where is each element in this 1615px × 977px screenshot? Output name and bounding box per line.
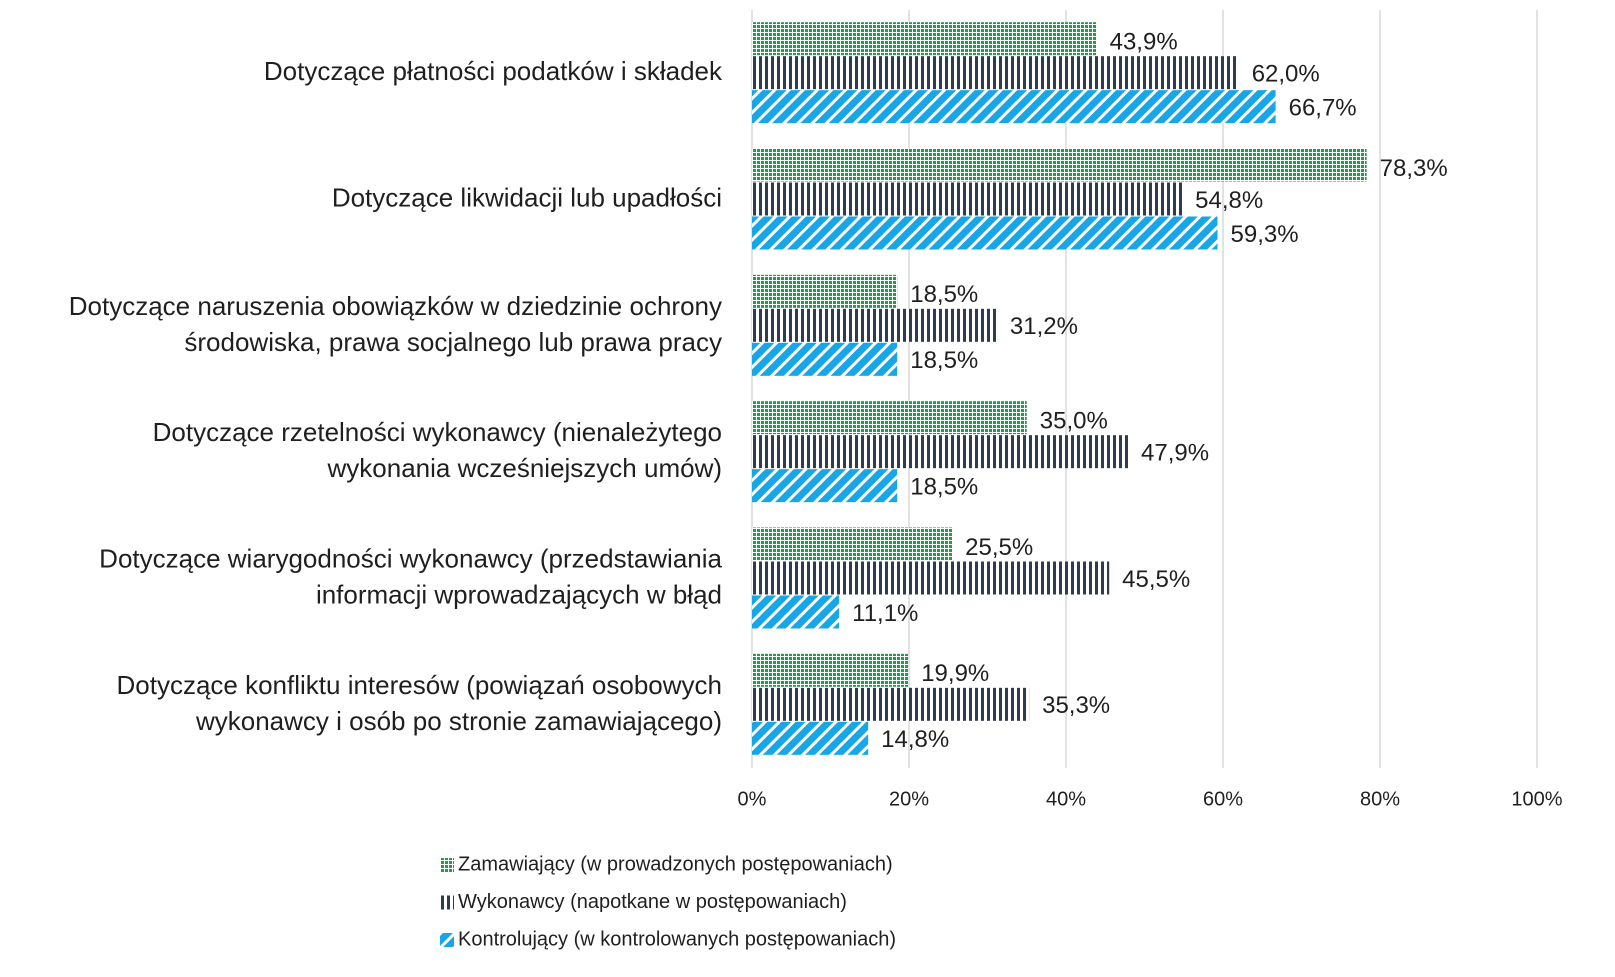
x-tick-label: 20% [889, 788, 929, 810]
bar [752, 90, 1276, 124]
bar [752, 342, 898, 376]
value-label: 78,3% [1380, 155, 1448, 182]
x-tick-label: 60% [1203, 788, 1243, 810]
bar [752, 182, 1183, 216]
value-label: 35,0% [1040, 408, 1108, 435]
category-label: Dotyczące płatności podatków i składek [264, 56, 723, 86]
legend-swatch [440, 895, 454, 910]
value-label: 62,0% [1252, 61, 1320, 88]
value-label: 66,7% [1289, 95, 1357, 122]
value-label: 18,5% [910, 474, 978, 501]
value-label: 11,1% [852, 600, 918, 627]
category-label: Dotyczące konfliktu interesów (powiązań … [116, 670, 722, 736]
category-label: Dotyczące naruszenia obowiązków w dziedz… [69, 291, 722, 357]
x-tick-label: 0% [738, 788, 767, 810]
value-label: 54,8% [1195, 187, 1263, 214]
bar [752, 274, 898, 308]
bar [752, 469, 898, 503]
legend-swatch [440, 933, 454, 947]
value-label: 18,5% [910, 347, 978, 374]
value-label: 18,5% [910, 281, 978, 308]
bar [752, 653, 909, 687]
value-label: 25,5% [965, 534, 1033, 561]
legend-label: Wykonawcy (napotkane w postępowaniach) [458, 891, 847, 913]
value-label: 43,9% [1110, 29, 1178, 56]
bar [752, 687, 1030, 721]
bar [752, 216, 1218, 250]
bar [752, 308, 997, 342]
value-label: 31,2% [1010, 313, 1078, 340]
bar [752, 401, 1027, 435]
value-label: 47,9% [1141, 440, 1209, 467]
value-label: 14,8% [881, 726, 949, 753]
bar [752, 527, 953, 561]
category-label: Dotyczące wiarygodności wykonawcy (przed… [99, 543, 722, 609]
value-label: 59,3% [1231, 221, 1299, 248]
x-tick-label: 100% [1511, 788, 1562, 810]
x-tick-label: 80% [1360, 788, 1400, 810]
category-label: Dotyczące rzetelności wykonawcy (nienale… [153, 417, 722, 483]
bar [752, 56, 1239, 90]
x-tick-label: 40% [1046, 788, 1086, 810]
bar [752, 148, 1367, 182]
bar [752, 561, 1110, 595]
value-label: 45,5% [1122, 566, 1190, 593]
category-label: Dotyczące likwidacji lub upadłości [332, 182, 722, 212]
bar [752, 595, 840, 629]
legend-label: Kontrolujący (w kontrolowanych postępowa… [458, 928, 896, 950]
legend-swatch [440, 858, 454, 872]
value-label: 35,3% [1042, 692, 1110, 719]
bar [752, 22, 1097, 56]
bar [752, 721, 869, 755]
legend-label: Zamawiający (w prowadzonych postępowania… [458, 853, 893, 875]
bar [752, 435, 1129, 469]
value-label: 19,9% [921, 660, 989, 687]
